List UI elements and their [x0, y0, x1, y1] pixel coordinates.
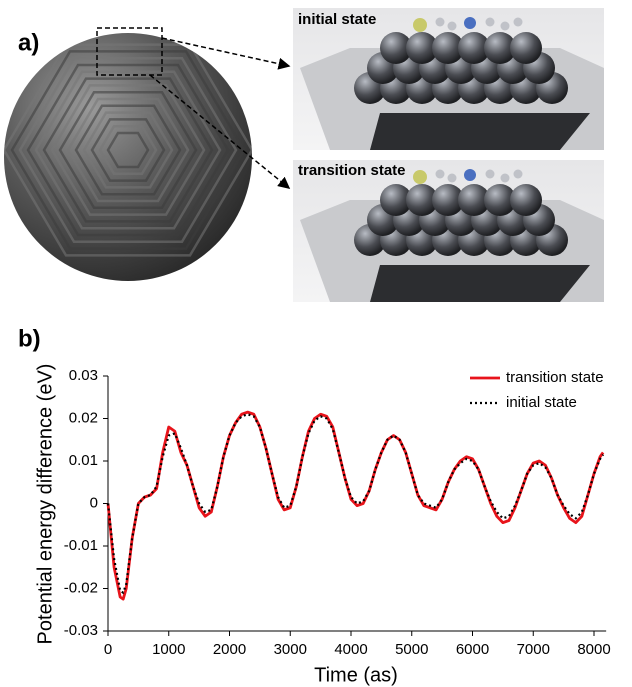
y-tick-label: 0 [90, 494, 98, 511]
x-tick-label: 8000 [577, 641, 610, 658]
atom-h [448, 174, 457, 183]
y-tick-label: 0.03 [69, 367, 98, 384]
x-tick-label: 4000 [334, 641, 367, 658]
x-tick-label: 7000 [517, 641, 550, 658]
x-tick-label: 3000 [274, 641, 307, 658]
atom-h [514, 18, 523, 27]
atom-s [413, 170, 427, 184]
legend-label: initial state [506, 394, 577, 411]
panel-label: a) [18, 29, 39, 56]
panel-b: b) Potential energy difference (eV) Time… [18, 325, 611, 686]
figure: a) initial state transition state b) Pot… [0, 0, 632, 687]
inset-initial [293, 8, 604, 150]
y-tick-label: 0.02 [69, 409, 98, 426]
atom-h [514, 170, 523, 179]
atom-h [486, 18, 495, 27]
atom-n [464, 17, 476, 29]
atom-h [436, 18, 445, 27]
series-line [108, 414, 603, 593]
x-tick-label: 5000 [395, 641, 428, 658]
atom-n [464, 169, 476, 181]
inset-label: initial state [298, 11, 376, 28]
legend-label: transition state [506, 369, 604, 386]
y-tick-label: -0.01 [64, 537, 98, 554]
series-line [108, 412, 603, 599]
atom-h [501, 22, 510, 31]
x-tick-label: 1000 [152, 641, 185, 658]
x-tick-label: 2000 [213, 641, 246, 658]
pit-floor [370, 265, 590, 302]
atom-h [436, 170, 445, 179]
y-tick-label: -0.02 [64, 579, 98, 596]
atom-h [501, 174, 510, 183]
atom-h [448, 22, 457, 31]
y-tick-label: -0.03 [64, 622, 98, 639]
y-axis-label: Potential energy difference (eV) [34, 364, 56, 645]
atom-h [486, 170, 495, 179]
x-axis-label: Time (as) [314, 664, 398, 686]
x-tick-label: 0 [104, 641, 112, 658]
inset-label: transition state [298, 162, 406, 179]
atom [510, 32, 542, 64]
x-tick-label: 6000 [456, 641, 489, 658]
inset-transition [293, 160, 604, 302]
panel-a: a) initial state transition state [4, 8, 604, 302]
atom-s [413, 18, 427, 32]
pit-floor [370, 113, 590, 150]
atom [510, 184, 542, 216]
panel-label: b) [18, 325, 41, 352]
y-tick-label: 0.01 [69, 452, 98, 469]
